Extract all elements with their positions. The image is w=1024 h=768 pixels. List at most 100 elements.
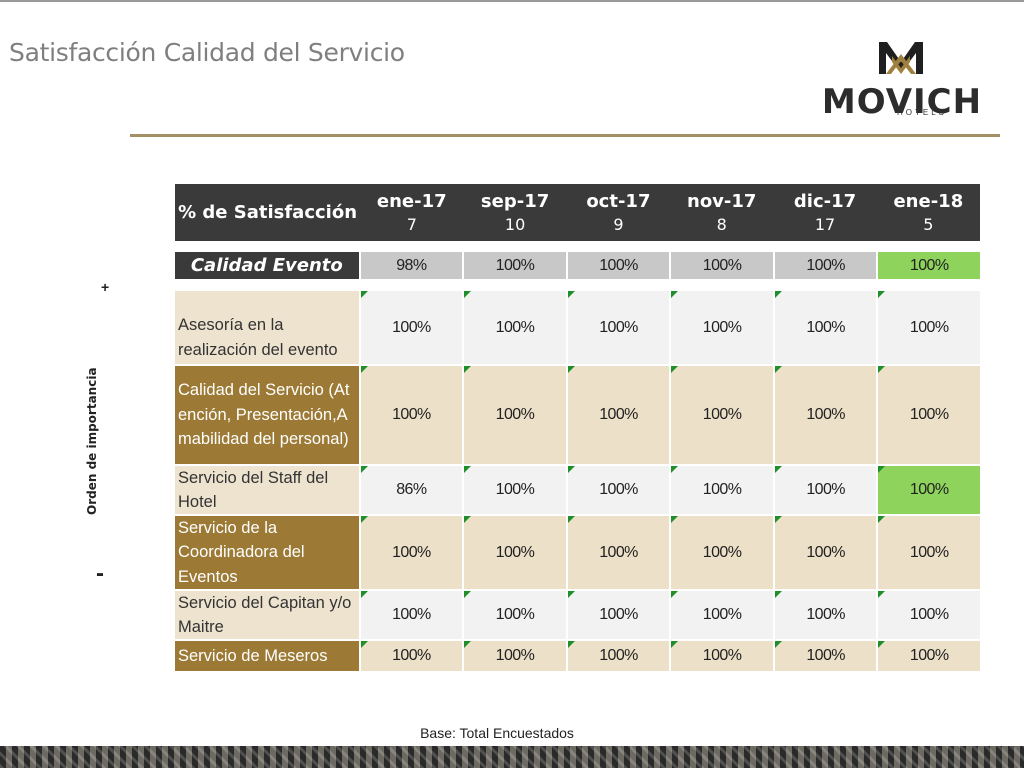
comment-marker-icon xyxy=(774,516,782,523)
table-row: Asesoría en la realización del evento 10… xyxy=(175,291,980,366)
comment-marker-icon xyxy=(774,641,782,648)
header-satisfaction-label: % de Satisfacción xyxy=(178,202,358,223)
top-border xyxy=(0,0,1024,2)
logo-wordmark: MOVICH xyxy=(821,82,983,122)
header-month: dic-17 xyxy=(793,190,857,212)
value-cell: 100% xyxy=(464,641,566,671)
header-count: 5 xyxy=(923,214,934,234)
value-cell: 100% xyxy=(464,591,566,639)
value-cell: 100% xyxy=(567,641,670,671)
header-month: ene-18 xyxy=(893,190,964,212)
value-cell: 100% xyxy=(878,291,980,364)
comment-marker-icon xyxy=(360,366,368,373)
row-label: Servicio del Capitan y/o Maitre xyxy=(175,591,359,639)
value-cell: 100% xyxy=(774,641,877,671)
row-label: Calidad del Servicio (Atención, Presenta… xyxy=(175,366,359,464)
value-cell: 86% xyxy=(360,466,463,514)
comment-marker-icon xyxy=(360,291,368,298)
comment-marker-icon xyxy=(878,516,886,523)
comment-marker-icon xyxy=(360,641,368,648)
comment-marker-icon xyxy=(671,366,679,373)
value-cell: 100% xyxy=(360,641,463,671)
value-cell: 100% xyxy=(671,641,773,671)
comment-marker-icon xyxy=(567,591,575,598)
summary-row: Calidad Evento 98% 100% 100% 100% 100% 1… xyxy=(175,252,980,279)
comment-marker-icon xyxy=(671,466,679,473)
summary-value: 100% xyxy=(464,252,566,279)
value-cell: 100% xyxy=(567,291,670,364)
decorative-footer-band xyxy=(0,746,1024,768)
summary-value: 100% xyxy=(774,252,877,279)
value-cell: 100% xyxy=(464,466,566,514)
value-cell: 100% xyxy=(878,641,980,671)
comment-marker-icon xyxy=(360,466,368,473)
comment-marker-icon xyxy=(774,466,782,473)
attribute-rows: Asesoría en la realización del evento 10… xyxy=(175,291,980,673)
value-cell: 100% xyxy=(774,366,877,464)
page-title: Satisfacción Calidad del Servicio xyxy=(9,38,405,67)
value-cell: 100% xyxy=(878,366,980,464)
table-row: Servicio de Meseros 100% 100% 100% 100% … xyxy=(175,641,980,673)
value-cell: 100% xyxy=(567,466,670,514)
value-cell: 100% xyxy=(567,591,670,639)
value-cell: 100% xyxy=(671,516,773,589)
summary-value: 100% xyxy=(671,252,773,279)
value-cell: 100% xyxy=(464,516,566,589)
comment-marker-icon xyxy=(878,366,886,373)
header-column: sep-17 10 xyxy=(463,184,566,241)
comment-marker-icon xyxy=(567,291,575,298)
row-label: Servicio de la Coordinadora del Eventos xyxy=(175,516,359,589)
value-cell: 100% xyxy=(774,516,877,589)
comment-marker-icon xyxy=(774,591,782,598)
header-column: dic-17 17 xyxy=(773,184,876,241)
summary-value: 100% xyxy=(567,252,670,279)
table-header: % de Satisfacción ene-17 7 sep-17 10 oct… xyxy=(175,184,980,241)
footnote: Base: Total Encuestados xyxy=(420,725,574,741)
header-count: 8 xyxy=(716,214,727,234)
table-row: Calidad del Servicio (Atención, Presenta… xyxy=(175,366,980,466)
comment-marker-icon xyxy=(464,366,472,373)
comment-marker-icon xyxy=(567,466,575,473)
comment-marker-icon xyxy=(878,641,886,648)
header-month: sep-17 xyxy=(480,190,550,212)
logo-tagline: HOTELS xyxy=(896,108,947,117)
summary-value-highlight: 100% xyxy=(878,252,980,279)
comment-marker-icon xyxy=(878,591,886,598)
row-label: Servicio del Staff del Hotel xyxy=(175,466,359,514)
header-column: oct-17 9 xyxy=(567,184,670,241)
header-count: 10 xyxy=(504,214,526,234)
value-cell: 100% xyxy=(774,591,877,639)
value-cell: 100% xyxy=(360,591,463,639)
table-row: Servicio del Staff del Hotel 86% 100% 10… xyxy=(175,466,980,516)
value-cell: 100% xyxy=(360,291,463,364)
header-count: 9 xyxy=(613,214,624,234)
header-column: nov-17 8 xyxy=(670,184,773,241)
value-cell: 100% xyxy=(567,516,670,589)
value-cell: 100% xyxy=(671,291,773,364)
header-month: oct-17 xyxy=(586,190,651,212)
value-cell: 100% xyxy=(360,516,463,589)
value-cell: 100% xyxy=(360,366,463,464)
value-cell: 100% xyxy=(774,291,877,364)
comment-marker-icon xyxy=(464,641,472,648)
header-column: ene-17 7 xyxy=(360,184,463,241)
comment-marker-icon xyxy=(878,466,886,473)
header-column: ene-18 5 xyxy=(877,184,980,241)
comment-marker-icon xyxy=(774,291,782,298)
comment-marker-icon xyxy=(567,366,575,373)
importance-axis: Orden de importancia xyxy=(80,367,104,520)
header-month: nov-17 xyxy=(687,190,757,212)
movich-logo: MOVICH HOTELS xyxy=(812,38,992,122)
table-row: Servicio de la Coordinadora del Eventos … xyxy=(175,516,980,591)
importance-axis-label: Orden de importancia xyxy=(85,367,99,515)
value-cell: 100% xyxy=(464,366,566,464)
comment-marker-icon xyxy=(464,466,472,473)
comment-marker-icon xyxy=(671,516,679,523)
row-label: Asesoría en la realización del evento xyxy=(175,291,359,364)
comment-marker-icon xyxy=(567,641,575,648)
value-cell: 100% xyxy=(671,591,773,639)
row-label: Servicio de Meseros xyxy=(175,641,359,671)
comment-marker-icon xyxy=(671,591,679,598)
value-cell-highlight: 100% xyxy=(878,466,980,514)
comment-marker-icon xyxy=(671,291,679,298)
